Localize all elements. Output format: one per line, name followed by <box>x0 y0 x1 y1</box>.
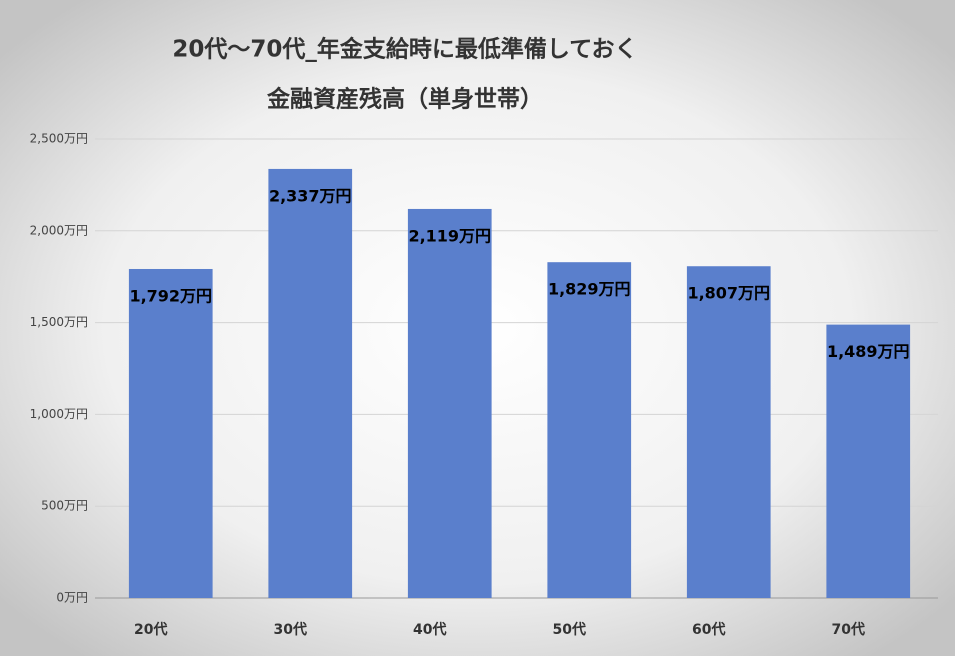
value-label: 2,337万円 <box>269 186 352 205</box>
y-tick-label: 2,500万円 <box>30 132 88 146</box>
x-tick-label: 50代 <box>553 621 586 638</box>
bar <box>686 266 771 598</box>
y-tick-label: 1,000万円 <box>30 407 88 421</box>
y-tick-label: 500万円 <box>41 499 88 513</box>
value-label: 1,489万円 <box>827 342 910 361</box>
value-label: 2,119万円 <box>408 226 491 245</box>
bar <box>128 268 213 598</box>
x-tick-label: 30代 <box>274 621 307 638</box>
value-label: 1,829万円 <box>548 280 631 299</box>
bar <box>268 168 353 598</box>
bar <box>826 324 911 598</box>
x-tick-label: 20代 <box>134 621 167 638</box>
y-tick-label: 1,500万円 <box>30 315 88 329</box>
value-label: 1,807万円 <box>687 284 770 303</box>
y-tick-label: 0万円 <box>56 591 88 605</box>
chart-title: 金融資産残高（単身世帯） <box>266 86 543 113</box>
y-tick-label: 2,000万円 <box>30 223 88 237</box>
value-label: 1,792万円 <box>129 286 212 305</box>
x-tick-label: 40代 <box>413 621 446 638</box>
x-tick-label: 60代 <box>692 621 725 638</box>
x-tick-label: 70代 <box>832 621 865 638</box>
bar <box>407 208 492 598</box>
bar <box>547 262 632 598</box>
chart-title: 20代～70代_年金支給時に最低準備しておく <box>172 36 637 63</box>
